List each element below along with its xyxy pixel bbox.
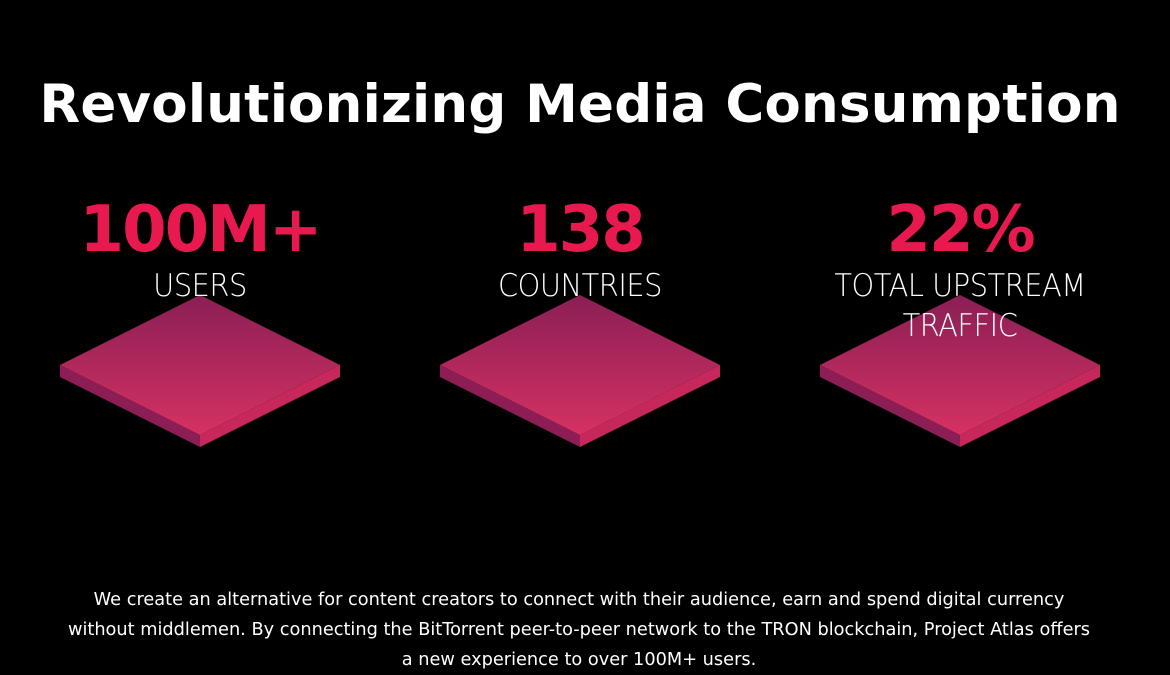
stat-value: 22% [886, 193, 1035, 267]
platform-tile-graphic [440, 295, 720, 447]
stat-label: COUNTRIES [498, 268, 662, 304]
stat-label: USERS [153, 268, 247, 304]
page-title: Revolutionizing Media Consumption [39, 73, 1121, 135]
stat-label: TOTAL UPSTREAM TRAFFIC [834, 268, 1086, 344]
platform-tile-graphic [820, 295, 1100, 447]
stat-value: 100M+ [79, 193, 323, 267]
stat-value: 138 [516, 193, 646, 267]
platform-tile-graphic [60, 295, 340, 447]
description-paragraph: We create an alternative for content cre… [67, 589, 1091, 670]
